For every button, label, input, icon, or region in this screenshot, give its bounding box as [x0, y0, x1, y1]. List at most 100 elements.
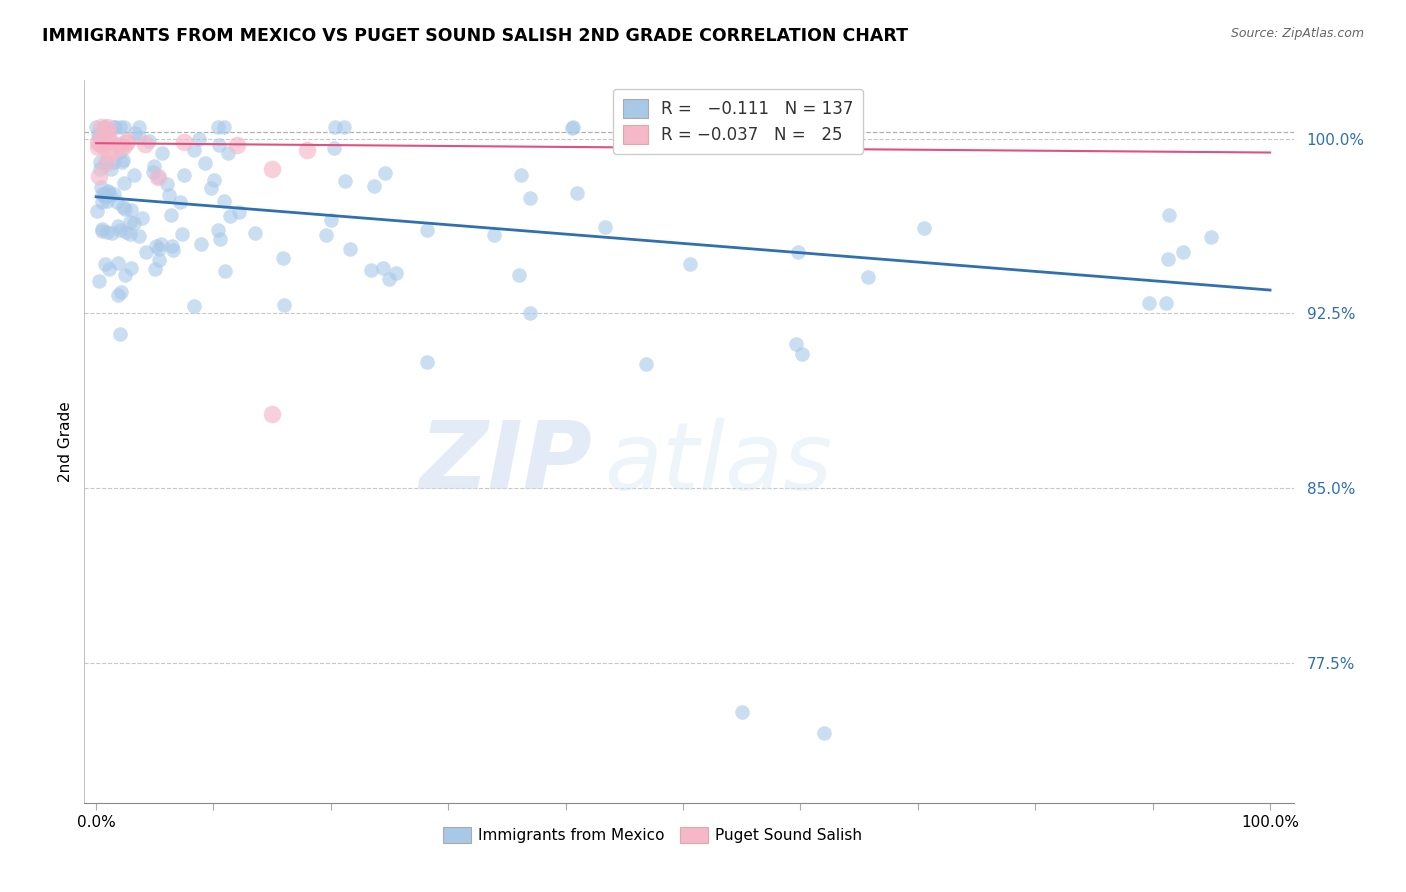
Point: [97, 134, 120, 148]
Point: [214, 120, 236, 134]
Point: [135, 244, 157, 259]
Point: [97, 185, 120, 199]
Point: [194, 156, 217, 170]
Point: [111, 139, 134, 153]
Point: [134, 136, 156, 151]
Point: [519, 191, 541, 205]
Point: [148, 253, 170, 268]
Point: [273, 298, 295, 312]
Point: [96, 225, 118, 239]
Point: [339, 242, 361, 256]
Point: [262, 161, 284, 176]
Point: [912, 221, 935, 235]
Point: [143, 159, 166, 173]
Point: [94, 120, 117, 134]
Point: [1199, 229, 1222, 244]
Point: [148, 170, 170, 185]
Point: [128, 120, 150, 134]
Point: [108, 138, 131, 153]
Point: [214, 194, 236, 208]
Point: [315, 228, 337, 243]
Point: [1137, 296, 1160, 310]
Point: [148, 242, 170, 256]
Point: [90, 120, 112, 135]
Point: [170, 227, 193, 241]
Point: [214, 264, 236, 278]
Point: [93, 139, 115, 153]
Point: [319, 213, 342, 227]
Point: [98, 261, 121, 276]
Point: [561, 120, 583, 135]
Text: ZIP: ZIP: [419, 417, 592, 509]
Point: [207, 223, 229, 237]
Text: IMMIGRANTS FROM MEXICO VS PUGET SOUND SALISH 2ND GRADE CORRELATION CHART: IMMIGRANTS FROM MEXICO VS PUGET SOUND SA…: [42, 27, 908, 45]
Point: [226, 138, 249, 153]
Point: [371, 260, 394, 275]
Point: [97, 126, 120, 140]
Point: [593, 219, 616, 234]
Point: [107, 287, 129, 301]
Point: [333, 120, 356, 134]
Point: [115, 136, 138, 150]
Point: [96, 124, 118, 138]
Point: [96, 154, 118, 169]
Point: [162, 239, 184, 253]
Point: [87, 169, 110, 184]
Point: [120, 203, 142, 218]
Point: [731, 705, 754, 719]
Point: [93, 120, 115, 134]
Point: [792, 347, 814, 361]
Point: [208, 232, 231, 246]
Point: [202, 173, 225, 187]
Point: [93, 190, 115, 204]
Point: [146, 169, 169, 184]
Point: [1154, 296, 1177, 310]
Point: [124, 126, 146, 140]
Point: [110, 326, 132, 341]
Point: [87, 128, 110, 142]
Point: [128, 228, 150, 243]
Point: [108, 145, 131, 160]
Point: [93, 187, 115, 202]
Point: [111, 155, 134, 169]
Point: [162, 243, 184, 257]
Point: [91, 222, 114, 236]
Point: [190, 236, 212, 251]
Point: [108, 222, 131, 236]
Point: [228, 205, 250, 219]
Point: [217, 146, 239, 161]
Legend: Immigrants from Mexico, Puget Sound Salish: Immigrants from Mexico, Puget Sound Sali…: [437, 822, 869, 849]
Point: [634, 357, 657, 371]
Point: [100, 161, 122, 176]
Point: [114, 202, 136, 217]
Point: [101, 144, 124, 158]
Point: [120, 260, 142, 275]
Point: [384, 267, 406, 281]
Point: [117, 134, 139, 148]
Text: atlas: atlas: [605, 417, 832, 508]
Point: [374, 166, 396, 180]
Point: [245, 226, 267, 240]
Point: [87, 137, 110, 152]
Point: [813, 726, 835, 740]
Point: [378, 272, 401, 286]
Point: [772, 120, 794, 134]
Point: [187, 131, 209, 145]
Point: [101, 226, 124, 240]
Point: [1157, 252, 1180, 266]
Point: [107, 195, 129, 210]
Point: [87, 140, 110, 154]
Point: [112, 120, 135, 134]
Point: [363, 178, 385, 193]
Point: [169, 194, 191, 209]
Point: [510, 168, 533, 182]
Point: [787, 245, 810, 260]
Point: [96, 120, 118, 134]
Point: [91, 135, 114, 149]
Point: [90, 179, 112, 194]
Point: [484, 227, 506, 242]
Point: [96, 194, 118, 209]
Point: [86, 204, 108, 219]
Point: [333, 174, 356, 188]
Point: [142, 165, 165, 179]
